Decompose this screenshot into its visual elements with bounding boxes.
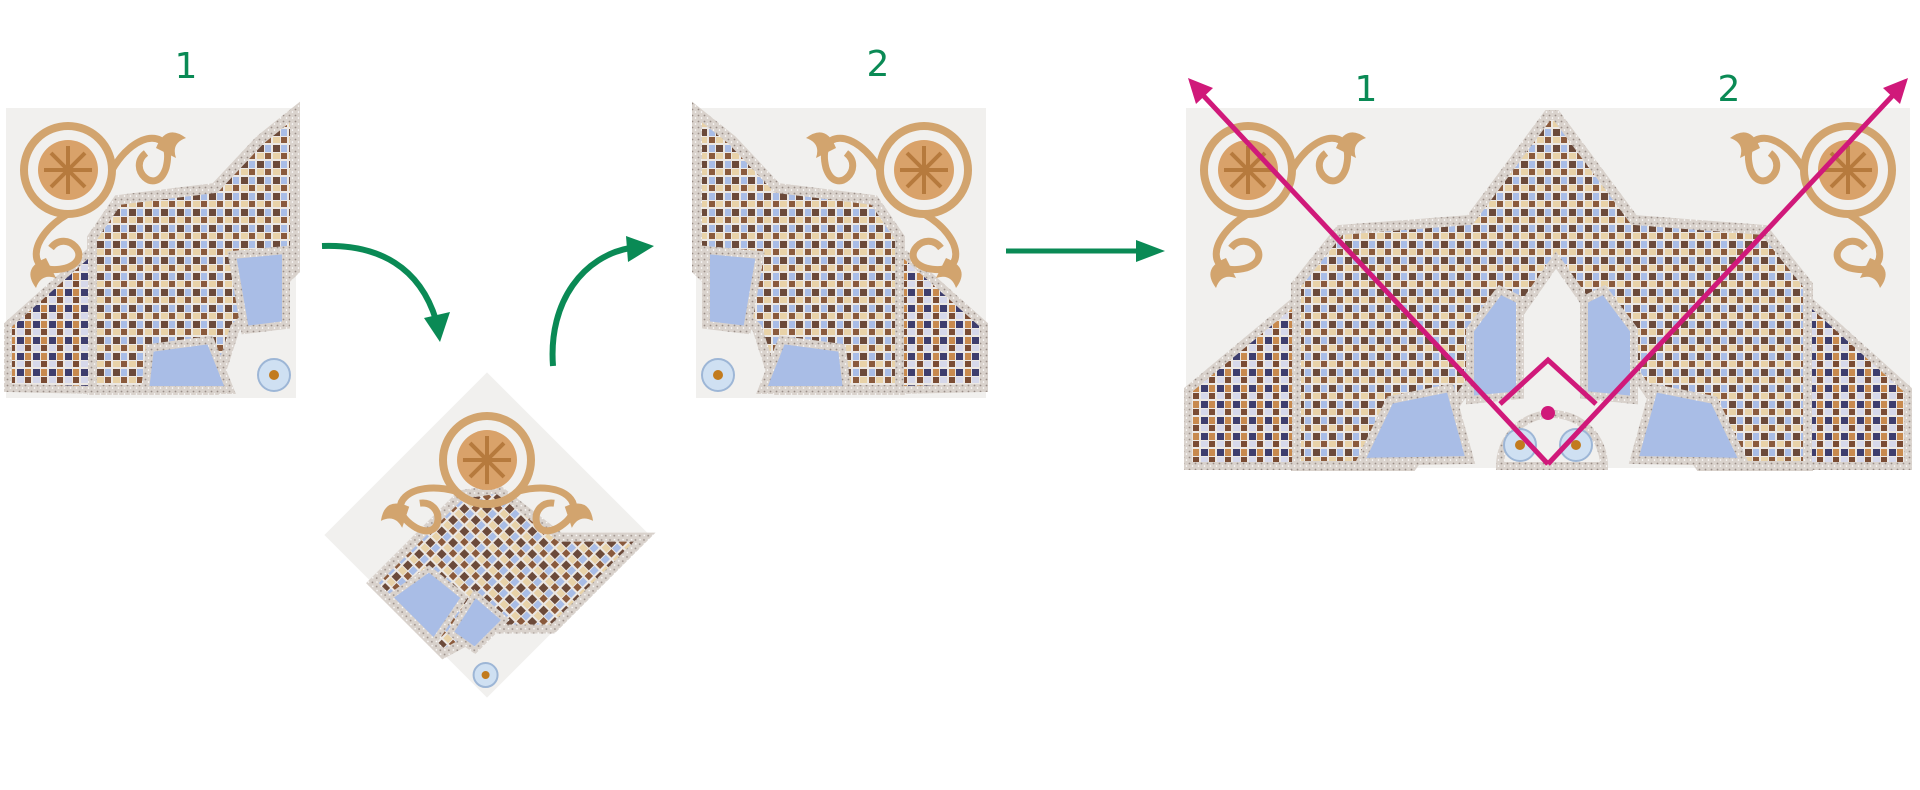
tile-two <box>692 101 988 398</box>
combined-tiles <box>1184 108 1912 471</box>
dot-icon <box>1541 406 1555 420</box>
curved-arrow-down-icon <box>321 242 450 342</box>
tile-one-corner-mosaic <box>4 241 96 395</box>
combined-glass-lower-left <box>1353 383 1476 467</box>
combined-glass-left <box>1466 284 1524 405</box>
combined-glass-lower-right <box>1628 383 1751 467</box>
combined-mosaic <box>1291 110 1813 471</box>
tile-one-glass-panel-lower <box>140 335 236 394</box>
straight-arrow-right-icon <box>1006 240 1165 262</box>
combined-left-corner-mosaic <box>1184 291 1300 470</box>
combined-right-corner-mosaic <box>1804 291 1912 470</box>
combined-label-right: 2 <box>1718 69 1741 110</box>
tile-one-mosaic <box>87 101 300 395</box>
arrow-head-right <box>1883 78 1908 104</box>
combined-glass-right <box>1580 284 1638 405</box>
combined-label-left: 1 <box>1355 69 1378 110</box>
tile-two-label: 2 <box>867 44 890 85</box>
arrow-up-left-and-up-right-icon <box>1198 90 1898 466</box>
arrow-head-left <box>1188 78 1213 104</box>
tile-one <box>4 101 300 398</box>
tile-one-label: 1 <box>175 46 198 87</box>
tile-one-glass-panel <box>227 245 290 335</box>
rotated-tile <box>324 372 656 698</box>
curved-arrow-up-icon <box>549 236 654 367</box>
